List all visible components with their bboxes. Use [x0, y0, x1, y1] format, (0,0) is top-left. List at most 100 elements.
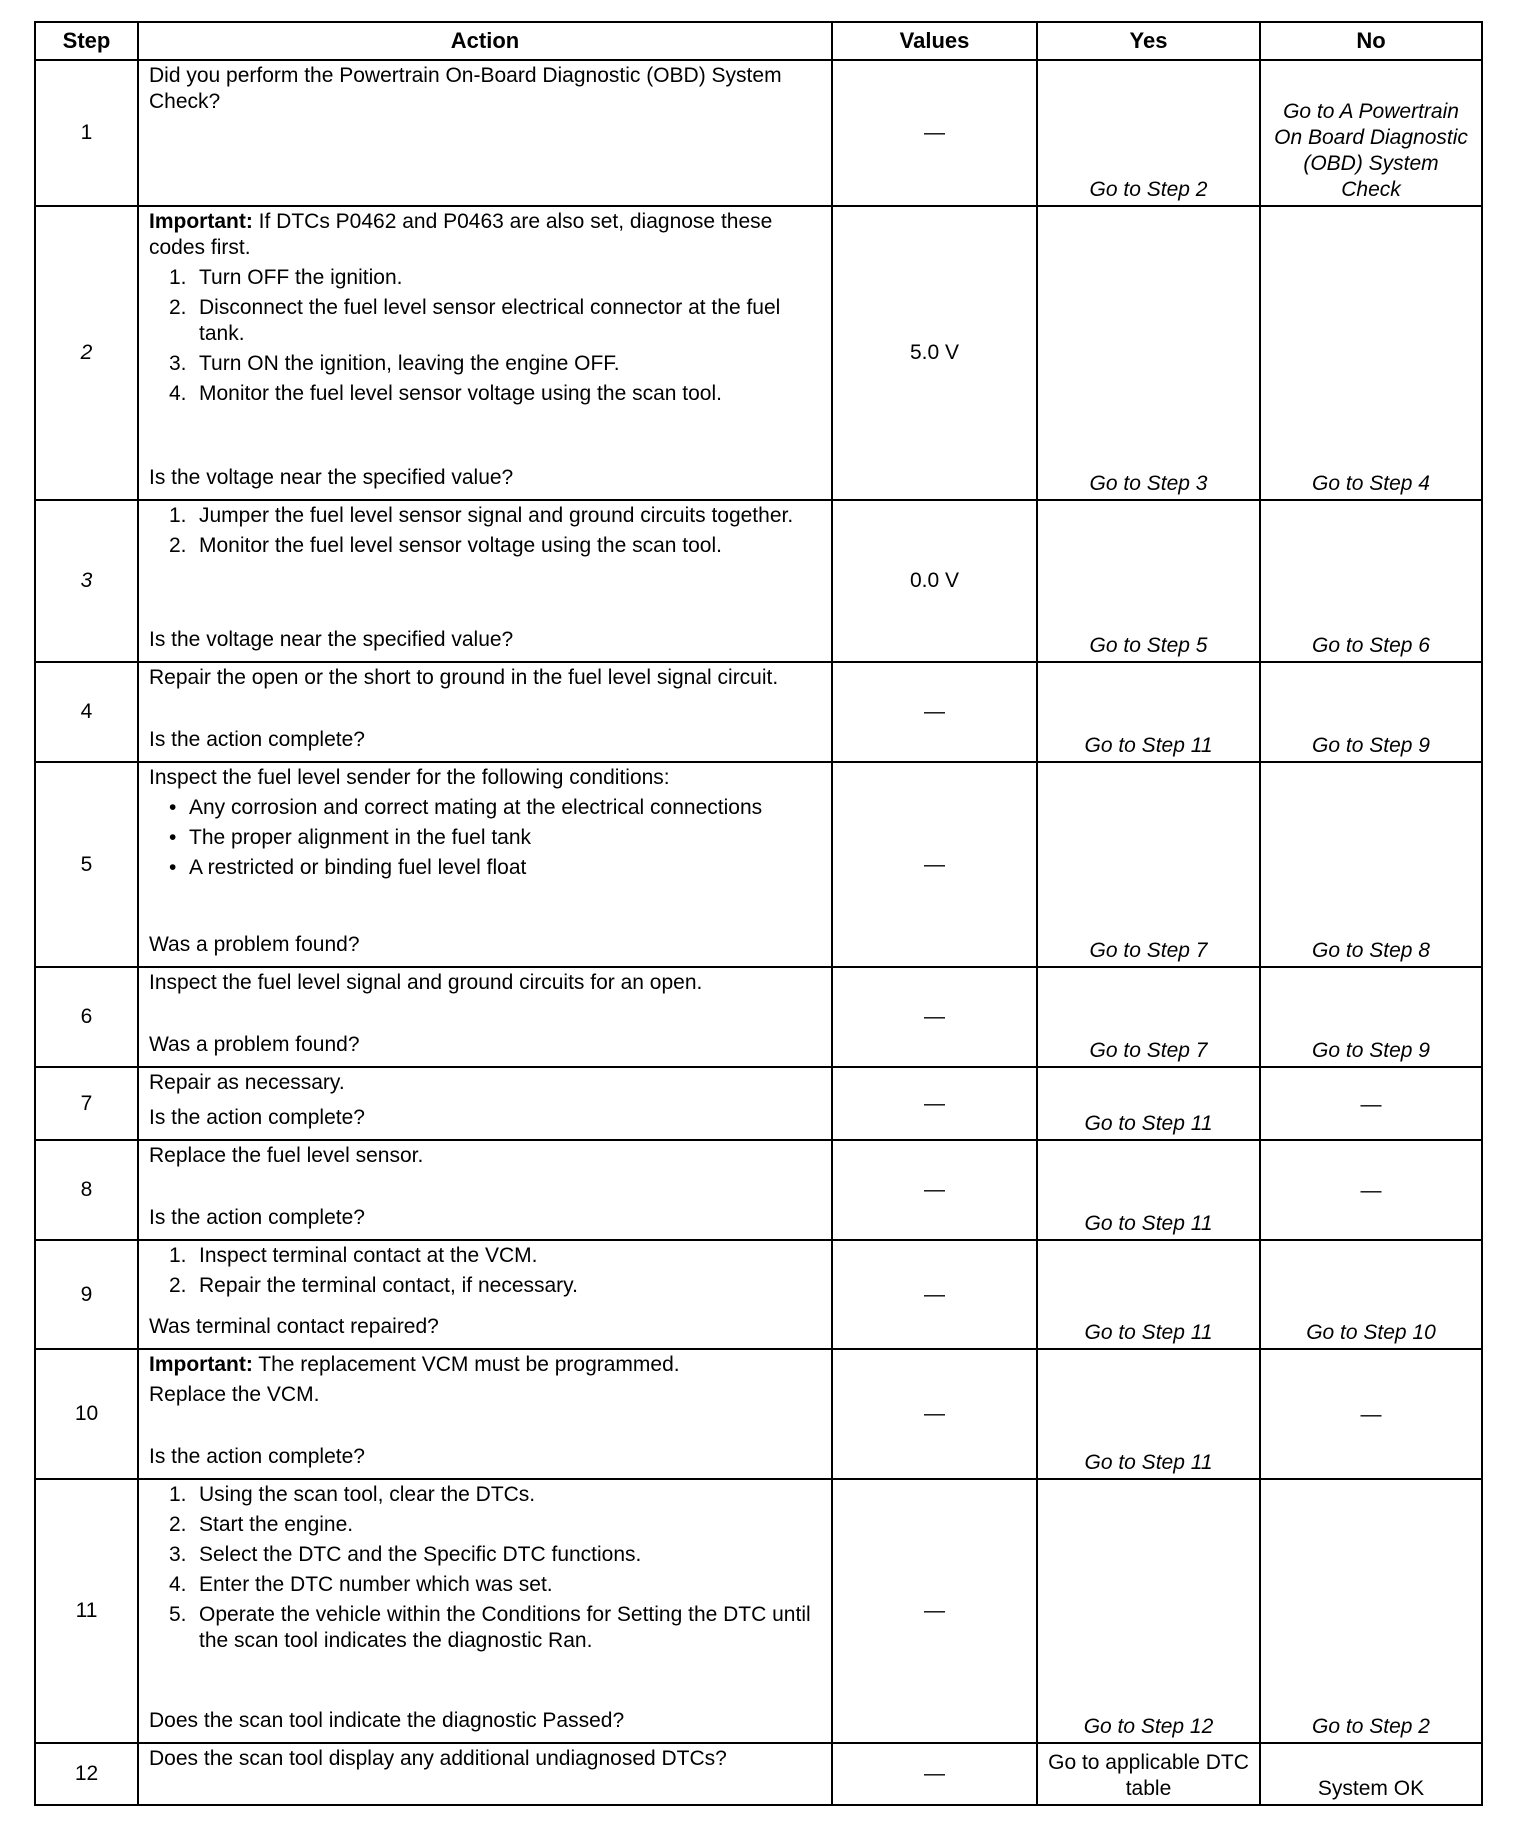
values-cell: —	[831, 59, 1038, 207]
table-row: 12 Does the scan tool display any additio…	[34, 1742, 1483, 1806]
numbered-item: 1. Turn OFF the ignition.	[169, 265, 821, 291]
item-text: Inspect terminal contact at the VCM.	[199, 1244, 538, 1267]
action-cell: Repair as necessary. Is the action comple…	[137, 1066, 833, 1141]
bullet-icon: •	[169, 856, 177, 879]
bullet-text: Any corrosion and correct mating at the …	[189, 796, 763, 819]
step-number: 4	[34, 661, 139, 763]
no-cell: System OK	[1259, 1742, 1483, 1806]
values-cell: 0.0 V	[831, 499, 1038, 663]
step-number: 5	[34, 761, 139, 968]
numbered-item: 4. Monitor the fuel level sensor voltage …	[169, 381, 821, 407]
action-cell: Repair the open or the short to ground i…	[137, 661, 833, 763]
item-text: Disconnect the fuel level sensor electri…	[199, 296, 781, 345]
no-cell: Go to Step 6	[1259, 499, 1483, 663]
step-number: 2	[34, 205, 139, 501]
action-content: Important: The replacement VCM must be p…	[149, 1352, 821, 1474]
step-number: 9	[34, 1239, 139, 1350]
item-text: Turn OFF the ignition.	[199, 266, 403, 289]
action-cell: Did you perform the Powertrain On-Board …	[137, 59, 833, 207]
action-text: Inspect the fuel level signal and ground…	[149, 971, 703, 994]
important-note: Important: The replacement VCM must be p…	[149, 1352, 821, 1378]
action-cell: Replace the fuel level sensor. Is the act…	[137, 1139, 833, 1241]
table-row: 7 Repair as necessary. Is the action compl…	[34, 1066, 1483, 1141]
table-row: 5 Inspect the fuel level sender for the f…	[34, 761, 1483, 968]
no-cell: Go to Step 8	[1259, 761, 1483, 968]
yes-cell: Go to Step 7	[1036, 761, 1261, 968]
item-text: Select the DTC and the Specific DTC func…	[199, 1543, 642, 1566]
action-question: Was terminal contact repaired?	[149, 1315, 439, 1338]
action-content: Important: If DTCs P0462 and P0463 are a…	[149, 209, 821, 495]
action-content: Does the scan tool display any additiona…	[149, 1746, 821, 1800]
item-number: 1.	[169, 266, 187, 289]
no-cell: —	[1259, 1066, 1483, 1141]
numbered-item: 3. Select the DTC and the Specific DTC fu…	[169, 1542, 821, 1568]
important-label: Important:	[149, 210, 253, 233]
yes-cell: Go to Step 2	[1036, 59, 1261, 207]
step-number: 1	[34, 59, 139, 207]
action-content: Repair as necessary. Is the action comple…	[149, 1070, 821, 1135]
no-cell: Go to Step 9	[1259, 966, 1483, 1068]
values-cell: —	[831, 761, 1038, 968]
action-text: Inspect the fuel level sender for the fo…	[149, 766, 670, 789]
numbered-item: 1. Inspect terminal contact at the VCM.	[169, 1243, 821, 1269]
action-content: 1. Inspect terminal contact at the VCM. 2.…	[149, 1243, 821, 1344]
yes-cell: Go to Step 12	[1036, 1478, 1261, 1744]
action-text: Replace the VCM.	[149, 1383, 320, 1406]
yes-cell: Go to Step 11	[1036, 1348, 1261, 1480]
item-text: Start the engine.	[199, 1513, 354, 1536]
bullet-text: A restricted or binding fuel level float	[189, 856, 527, 879]
item-number: 2.	[169, 1513, 187, 1536]
action-text: Repair the open or the short to ground i…	[149, 666, 779, 689]
action-question: Was a problem found?	[149, 1033, 360, 1056]
values-cell: 5.0 V	[831, 205, 1038, 501]
table-row: 2 Important: If DTCs P0462 and P0463 are …	[34, 205, 1483, 501]
item-number: 1.	[169, 1244, 187, 1267]
numbered-item: 2. Monitor the fuel level sensor voltage …	[169, 533, 821, 559]
header-row: Step Action Values Yes No	[34, 21, 1483, 61]
bullet-item: • The proper alignment in the fuel tank	[169, 825, 821, 851]
action-question: Is the action complete?	[149, 1445, 365, 1468]
header-step: Step	[34, 21, 139, 61]
item-number: 4.	[169, 1573, 187, 1596]
important-text: If DTCs P0462 and P0463 are also set, di…	[149, 210, 773, 259]
action-question: Is the voltage near the specified value?	[149, 628, 514, 651]
important-note: Important: If DTCs P0462 and P0463 are a…	[149, 209, 821, 261]
action-question: Does the scan tool indicate the diagnost…	[149, 1709, 625, 1732]
step-number: 8	[34, 1139, 139, 1241]
item-text: Repair the terminal contact, if necessar…	[199, 1274, 578, 1297]
item-number: 1.	[169, 1483, 187, 1506]
values-cell: —	[831, 1239, 1038, 1350]
item-number: 2.	[169, 1274, 187, 1297]
action-question: Is the action complete?	[149, 728, 365, 751]
header-yes: Yes	[1036, 21, 1261, 61]
action-cell: 1. Jumper the fuel level sensor signal an…	[137, 499, 833, 663]
yes-cell: Go to Step 7	[1036, 966, 1261, 1068]
item-text: Using the scan tool, clear the DTCs.	[199, 1483, 536, 1506]
step-number: 11	[34, 1478, 139, 1744]
step-number: 12	[34, 1742, 139, 1806]
important-text: The replacement VCM must be programmed.	[252, 1353, 680, 1376]
step-number: 3	[34, 499, 139, 663]
item-text: Monitor the fuel level sensor voltage us…	[199, 534, 722, 557]
bullet-icon: •	[169, 796, 177, 819]
bullet-item: • Any corrosion and correct mating at the…	[169, 795, 821, 821]
action-content: Inspect the fuel level signal and ground…	[149, 970, 821, 1062]
values-cell: —	[831, 1478, 1038, 1744]
yes-cell: Go to Step 11	[1036, 1139, 1261, 1241]
table-row: 10 Important: The replacement VCM must be…	[34, 1348, 1483, 1480]
bullet-text: The proper alignment in the fuel tank	[189, 826, 532, 849]
yes-cell: Go to Step 11	[1036, 661, 1261, 763]
numbered-item: 2. Start the engine.	[169, 1512, 821, 1538]
header-action: Action	[137, 21, 833, 61]
step-number: 7	[34, 1066, 139, 1141]
action-cell: Important: The replacement VCM must be p…	[137, 1348, 833, 1480]
no-cell: Go to A Powertrain On Board Diagnostic (…	[1259, 59, 1483, 207]
yes-cell: Go to applicable DTC table	[1036, 1742, 1261, 1806]
yes-cell: Go to Step 3	[1036, 205, 1261, 501]
action-content: 1. Jumper the fuel level sensor signal an…	[149, 503, 821, 657]
action-cell: Important: If DTCs P0462 and P0463 are a…	[137, 205, 833, 501]
action-text: Replace the fuel level sensor.	[149, 1144, 424, 1167]
table-row: 11 1. Using the scan tool, clear the DTCs.…	[34, 1478, 1483, 1744]
item-number: 3.	[169, 1543, 187, 1566]
action-question: Is the action complete?	[149, 1106, 365, 1129]
